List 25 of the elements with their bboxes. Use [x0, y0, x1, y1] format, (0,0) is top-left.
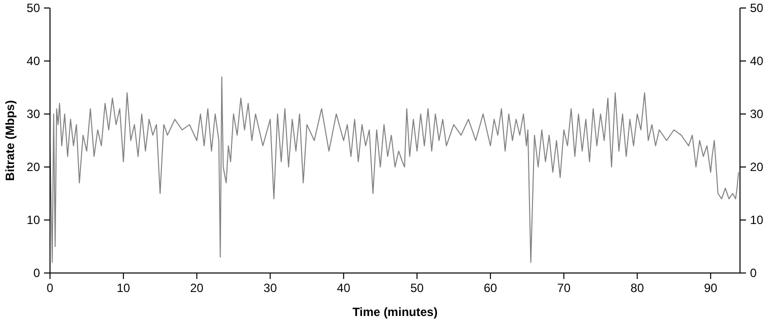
x-tick-label: 40 [336, 281, 351, 295]
x-axis-title: Time (minutes) [352, 305, 438, 319]
y-tick-label: 20 [26, 160, 40, 174]
y-tick-label: 10 [26, 213, 40, 227]
x-tick-label: 60 [484, 281, 498, 295]
y2-tick-label: 30 [750, 107, 764, 121]
x-tick-label: 0 [46, 281, 54, 295]
y2-tick-label: 0 [750, 266, 757, 280]
x-tick-label: 80 [630, 281, 644, 295]
y2-tick-label: 20 [750, 160, 764, 174]
y-tick-label: 0 [33, 266, 40, 280]
y-tick-label: 30 [26, 107, 40, 121]
y-axis-title: Bitrate (Mbps) [3, 100, 17, 181]
x-tick-label: 70 [557, 281, 571, 295]
x-tick-label: 50 [410, 281, 424, 295]
x-tick-label: 10 [116, 281, 130, 295]
x-tick-label: 20 [190, 281, 204, 295]
y2-tick-label: 10 [750, 213, 764, 227]
x-tick-label: 30 [264, 281, 278, 295]
y2-tick-label: 50 [750, 1, 764, 15]
y-tick-label: 40 [26, 54, 40, 68]
y2-tick-label: 40 [750, 54, 764, 68]
y-tick-label: 50 [26, 1, 40, 15]
line-series [50, 76, 740, 263]
x-tick-label: 90 [704, 281, 718, 295]
